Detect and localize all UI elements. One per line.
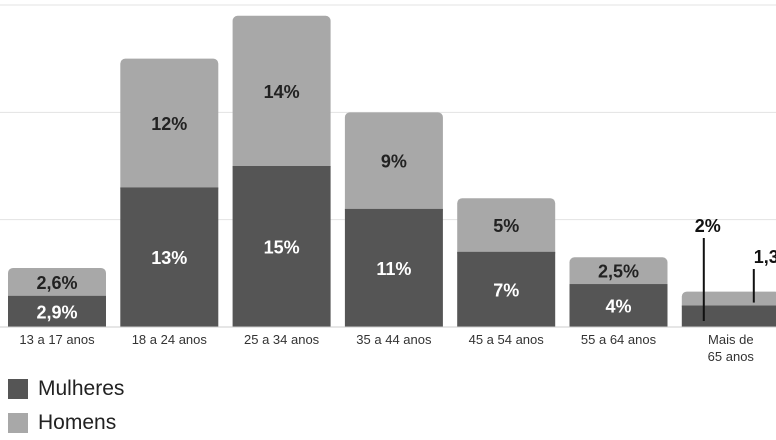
bar-mulheres-18-a-24-anos (120, 187, 219, 327)
label-mulheres-13-a-17-anos: 2,9% (36, 302, 77, 322)
bar-homens-45-a-54-anos (457, 198, 556, 258)
label-homens-18-a-24-anos: 12% (151, 114, 187, 134)
tick-label-18-a-24-anos: 18 a 24 anos (132, 332, 208, 347)
bar-mulheres-45-a-54-anos (457, 251, 556, 327)
legend-item-mulheres: Mulheres (8, 372, 124, 406)
tick-label-13-a-17-anos: 13 a 17 anos (19, 332, 95, 347)
legend-label-mulheres: Mulheres (38, 377, 125, 400)
legend-swatch-mulheres (8, 379, 28, 399)
label-mulheres-55-a-64-anos: 4% (605, 297, 631, 317)
bar-homens-13-a-17-anos (8, 267, 106, 302)
bar-homens-55-a-64-anos (569, 257, 668, 291)
legend: Mulheres Homens (8, 372, 124, 440)
x-tick-labels: 13 a 17 anos 18 a 24 anos 25 a 34 anos 35 a… (19, 332, 754, 364)
tick-label-55-a-64-anos: 55 a 64 anos (581, 332, 657, 347)
label-mulheres-25-a-34-anos: 15% (264, 238, 300, 258)
bar-mulheres-35-a-44-anos (344, 208, 443, 327)
label-homens-45-a-54-anos: 5% (493, 216, 519, 236)
tick-label-45-a-54-anos: 45 a 54 anos (469, 332, 545, 347)
label-homens-55-a-64-anos: 2,5% (598, 262, 639, 282)
stacked-bar-chart: 2,9% 2,6% 13% 12% 15% 14% 11% 9% 7% 5% 4% 2,5% 2% 1,3… (0, 4, 776, 364)
tick-label-35-a-44-anos: 35 a 44 anos (356, 332, 432, 347)
bar-mulheres-13-a-17-anos (8, 295, 106, 327)
label-homens-mais-de-65-anos: 1,3% (754, 247, 776, 267)
bar-homens-25-a-34-anos (232, 15, 331, 172)
bar-homens-35-a-44-anos (344, 112, 443, 215)
legend-item-homens: Homens (8, 406, 124, 440)
label-mulheres-mais-de-65-anos: 2% (695, 216, 721, 236)
label-mulheres-18-a-24-anos: 13% (151, 248, 187, 268)
label-mulheres-45-a-54-anos: 7% (493, 280, 519, 300)
label-homens-25-a-34-anos: 14% (264, 82, 300, 102)
bar-mulheres-25-a-34-anos (232, 166, 331, 327)
bar-mulheres-55-a-64-anos (569, 284, 668, 327)
tick-label-25-a-34-anos: 25 a 34 anos (244, 332, 320, 347)
label-homens-35-a-44-anos: 9% (381, 152, 407, 172)
bars: 2,9% 2,6% 13% 12% 15% 14% 11% 9% 7% 5% 4% 2,5% 2% 1,3… (8, 15, 776, 327)
label-mulheres-35-a-44-anos: 11% (376, 259, 411, 279)
bar-mulheres-mais-de-65-anos (681, 305, 776, 327)
bar-homens-18-a-24-anos (120, 58, 219, 194)
label-homens-13-a-17-anos: 2,6% (36, 273, 77, 293)
legend-label-homens: Homens (38, 411, 117, 434)
legend-swatch-homens (8, 413, 28, 433)
tick-label-mais-de-65-anos: Mais de 65 anos (708, 332, 755, 364)
